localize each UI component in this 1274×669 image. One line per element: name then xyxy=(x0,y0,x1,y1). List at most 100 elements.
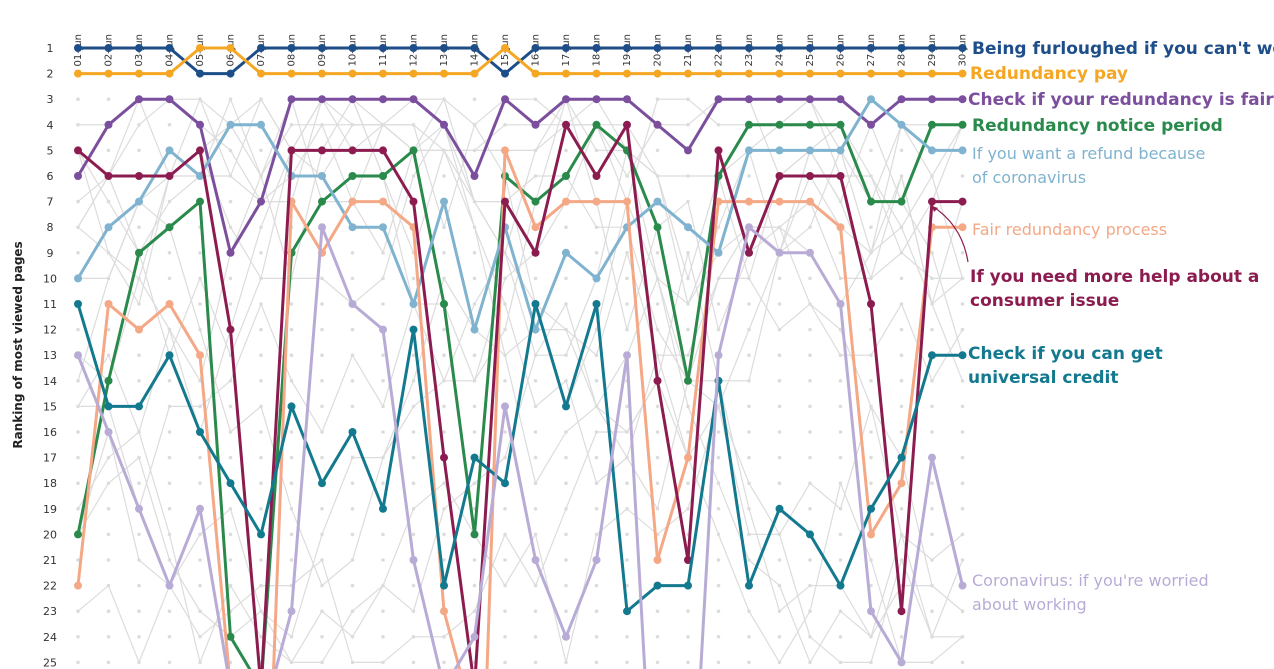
background-dot xyxy=(76,225,80,229)
series-segment xyxy=(137,225,171,255)
background-dot xyxy=(533,174,538,178)
y-tick-label: 3 xyxy=(47,93,54,106)
background-dot xyxy=(930,660,934,665)
series-point xyxy=(958,197,967,206)
series-segment xyxy=(869,609,903,664)
background-dot xyxy=(411,174,416,178)
series-point xyxy=(775,146,784,155)
background-dot xyxy=(930,327,934,332)
background-dot xyxy=(655,302,660,306)
background-dot xyxy=(259,583,263,588)
y-tick-label: 19 xyxy=(43,503,57,516)
background-dot xyxy=(960,507,965,511)
series-segment xyxy=(76,302,110,408)
y-tick-label: 1 xyxy=(47,42,54,55)
series-point xyxy=(531,120,540,129)
background-dot xyxy=(716,430,721,434)
background-dot xyxy=(137,276,141,281)
background-dot xyxy=(167,532,172,537)
background-dot xyxy=(76,251,80,255)
series-label: Coronavirus: if you're worried xyxy=(972,571,1209,590)
background-dot xyxy=(320,609,324,613)
series-segment xyxy=(808,251,842,306)
background-dot xyxy=(289,353,294,358)
background-dot xyxy=(533,379,538,383)
background-dot xyxy=(747,481,751,486)
background-dot xyxy=(838,532,843,537)
y-tick-label: 10 xyxy=(43,272,57,285)
background-dot xyxy=(259,353,263,358)
background-dot xyxy=(228,379,233,383)
background-dot xyxy=(777,609,782,613)
series-point xyxy=(531,556,540,564)
background-dot xyxy=(350,583,355,588)
series-point xyxy=(806,197,814,206)
background-dot xyxy=(472,199,477,204)
background-dot xyxy=(350,507,355,511)
series-segment xyxy=(625,355,647,669)
background-dot xyxy=(167,660,172,665)
series-point xyxy=(74,530,82,539)
series-point xyxy=(440,300,448,308)
background-lines xyxy=(76,46,965,665)
series-point xyxy=(592,44,601,52)
background-dot xyxy=(411,276,416,281)
series-segment xyxy=(198,507,229,669)
series-segment xyxy=(76,302,110,588)
background-dot xyxy=(472,481,477,486)
series-point xyxy=(806,95,814,104)
series-point xyxy=(745,223,753,232)
background-dot xyxy=(503,251,507,255)
background-dot xyxy=(167,379,172,383)
series-point xyxy=(928,146,936,155)
series-point xyxy=(135,504,143,513)
y-tick-label: 25 xyxy=(43,656,57,669)
background-dot xyxy=(594,353,599,358)
background-dot xyxy=(930,276,934,281)
background-dot xyxy=(76,558,80,562)
series-point xyxy=(806,172,814,180)
background-dot xyxy=(899,251,904,255)
series-point xyxy=(836,223,845,232)
series-segment xyxy=(595,225,629,280)
series-point xyxy=(623,44,631,52)
series-group xyxy=(74,223,967,669)
background-dot xyxy=(960,302,965,306)
series-segment xyxy=(534,558,568,639)
background-dot xyxy=(198,276,202,281)
series-point xyxy=(745,95,753,104)
series-point xyxy=(440,120,448,129)
background-dot xyxy=(381,302,385,306)
background-dot xyxy=(686,635,690,639)
background-dot xyxy=(442,404,446,409)
background-dot xyxy=(594,225,599,229)
series-segment xyxy=(656,225,690,383)
background-dot xyxy=(381,481,385,486)
background-dot xyxy=(381,430,385,434)
background-dot xyxy=(76,199,80,204)
series-segment xyxy=(137,302,171,332)
series-segment xyxy=(717,379,751,588)
series-segment xyxy=(320,174,354,229)
series-point xyxy=(104,428,113,436)
series-segment xyxy=(900,353,934,460)
series-point xyxy=(318,223,326,232)
background-dot xyxy=(411,635,416,639)
series-point xyxy=(287,607,296,616)
background-dot xyxy=(686,609,690,613)
background-series-line xyxy=(77,123,964,664)
series-segment xyxy=(381,328,415,562)
series-point xyxy=(806,146,814,155)
background-dot xyxy=(350,123,355,127)
series-point xyxy=(653,376,662,385)
background-dot xyxy=(289,507,294,511)
background-dot xyxy=(198,481,202,486)
series-point xyxy=(928,69,936,78)
background-dot xyxy=(869,455,873,460)
background-dot xyxy=(472,353,477,358)
series-segment xyxy=(320,200,354,255)
background-dot xyxy=(838,609,843,613)
series-point xyxy=(958,44,967,52)
series-segment xyxy=(595,123,629,178)
series-label: Redundancy pay xyxy=(970,64,1128,84)
